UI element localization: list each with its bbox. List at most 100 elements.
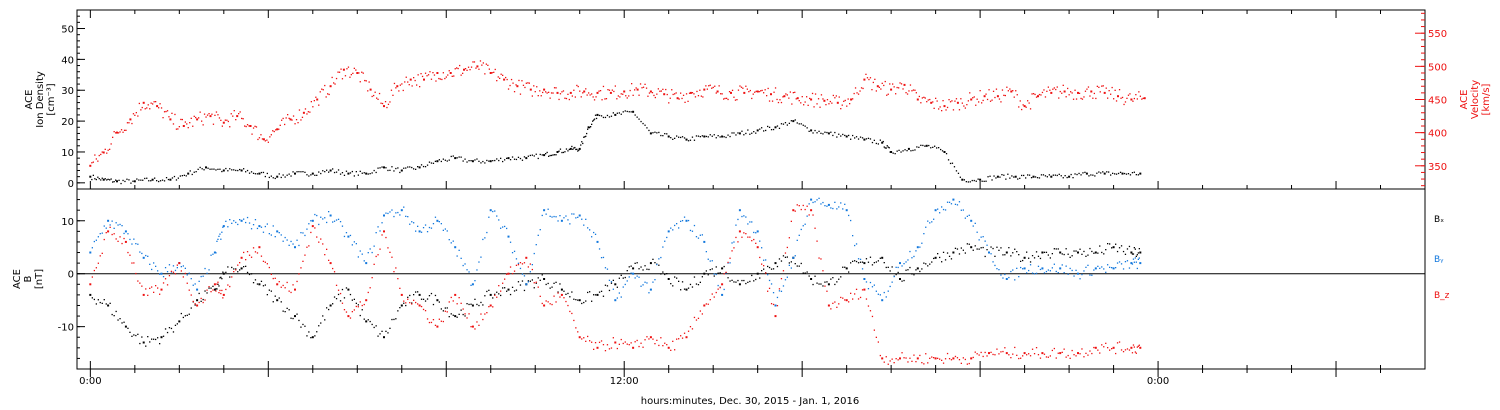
data-point — [678, 280, 680, 282]
data-point — [440, 160, 442, 163]
data-point — [1138, 344, 1140, 346]
data-point — [1028, 353, 1030, 355]
data-point — [906, 150, 908, 152]
data-point — [784, 252, 787, 254]
data-point — [840, 276, 842, 278]
data-point — [1077, 91, 1079, 94]
data-point — [391, 166, 393, 168]
data-point — [585, 340, 587, 342]
data-point — [332, 303, 334, 305]
data-point — [980, 247, 982, 249]
data-point — [430, 78, 433, 80]
data-point — [729, 135, 731, 138]
data-point — [205, 116, 207, 118]
data-point — [494, 159, 496, 162]
data-point — [589, 126, 591, 129]
data-point — [151, 286, 153, 288]
data-point — [506, 273, 508, 275]
data-point — [468, 313, 470, 315]
data-point — [500, 73, 502, 75]
data-point — [934, 256, 937, 259]
data-point — [666, 344, 668, 346]
data-point — [806, 96, 808, 98]
data-point — [1000, 274, 1002, 276]
data-point — [1135, 94, 1137, 96]
data-point — [347, 235, 350, 238]
data-point — [249, 125, 252, 127]
data-point — [1070, 173, 1072, 176]
data-point — [523, 156, 526, 158]
data-point — [693, 316, 696, 319]
data-point — [1116, 250, 1119, 253]
data-point — [95, 239, 97, 241]
data-point — [979, 90, 981, 92]
data-point — [986, 98, 989, 101]
data-point — [237, 169, 239, 172]
data-point — [1001, 174, 1003, 176]
data-point — [296, 171, 298, 173]
data-point — [407, 81, 409, 83]
data-point — [278, 173, 280, 175]
data-point — [773, 91, 775, 93]
data-point — [476, 303, 478, 306]
data-point — [869, 77, 872, 79]
data-point — [1008, 276, 1010, 279]
data-point — [926, 101, 928, 103]
data-point — [555, 301, 557, 303]
data-point — [826, 99, 829, 101]
data-point — [254, 279, 257, 281]
data-point — [91, 247, 93, 249]
data-point — [1122, 268, 1125, 270]
data-point — [1023, 352, 1026, 355]
data-point — [222, 297, 224, 299]
data-point — [364, 79, 366, 82]
data-point — [1139, 262, 1142, 265]
data-point — [1127, 94, 1130, 96]
data-point — [865, 258, 868, 260]
data-point — [568, 148, 570, 151]
data-point — [509, 293, 512, 296]
data-point — [300, 171, 302, 173]
data-point — [774, 126, 777, 129]
data-point — [1043, 251, 1046, 253]
data-point — [339, 292, 342, 295]
data-point — [901, 352, 903, 354]
data-point — [612, 288, 614, 290]
data-point — [587, 128, 589, 130]
data-point — [645, 87, 648, 89]
data-point — [1108, 90, 1110, 92]
data-point — [270, 234, 272, 236]
data-point — [735, 224, 737, 226]
data-point — [962, 357, 964, 359]
data-point — [525, 157, 528, 160]
data-point — [748, 91, 750, 93]
data-point — [812, 214, 814, 216]
data-point — [664, 240, 666, 242]
data-point — [1093, 92, 1095, 95]
data-point — [1094, 346, 1097, 349]
data-point — [949, 162, 952, 165]
data-point — [353, 298, 355, 300]
data-point — [703, 304, 706, 307]
data-point — [962, 249, 964, 251]
data-point — [743, 91, 746, 94]
data-point — [780, 290, 783, 292]
data-point — [845, 299, 848, 302]
data-point — [742, 87, 744, 89]
data-point — [961, 178, 964, 181]
data-point — [517, 264, 520, 266]
data-point — [326, 248, 328, 250]
data-point — [699, 281, 701, 283]
data-point — [1108, 171, 1110, 173]
data-point — [994, 354, 996, 356]
data-point — [709, 134, 711, 136]
data-point — [105, 303, 107, 305]
data-point — [714, 85, 716, 87]
data-point — [1098, 171, 1100, 173]
data-point — [1060, 175, 1062, 177]
data-point — [934, 145, 936, 147]
data-point — [733, 132, 735, 134]
data-point — [422, 308, 425, 311]
data-point — [711, 135, 713, 137]
data-point — [973, 96, 975, 98]
